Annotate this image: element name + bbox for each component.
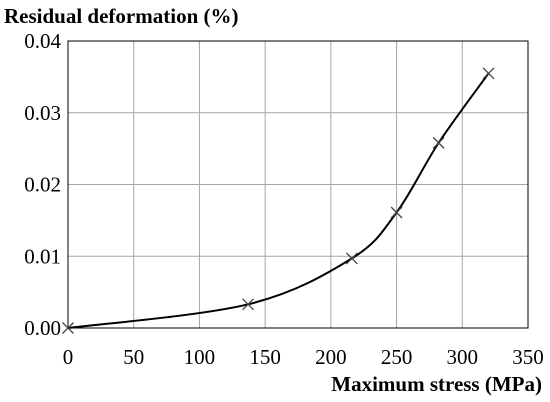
- x-tick-label: 300: [447, 345, 479, 369]
- y-tick-label: 0.03: [24, 101, 61, 125]
- series-markers: [62, 67, 495, 334]
- y-tick-label: 0.00: [24, 316, 61, 340]
- x-tick-label: 250: [381, 345, 413, 369]
- data-point-marker: [482, 67, 495, 80]
- data-point-marker: [345, 252, 358, 265]
- y-axis-title: Residual deformation (%): [4, 4, 239, 28]
- data-point-marker: [390, 206, 403, 219]
- x-tick-label: 50: [123, 345, 144, 369]
- plot-area-frame: [67, 40, 529, 329]
- series-line: [67, 72, 490, 329]
- data-point-marker: [242, 298, 255, 311]
- y-tick-label: 0.04: [24, 29, 61, 53]
- x-tick-label: 150: [249, 345, 281, 369]
- y-tick-label: 0.02: [24, 173, 61, 197]
- y-tick-label: 0.01: [24, 244, 61, 268]
- data-point-marker: [62, 322, 74, 334]
- x-tick-label: 200: [315, 345, 347, 369]
- x-tick-labels: 0 50 100 150 200 250 300 350: [63, 345, 544, 369]
- y-tick-labels: 0.00 0.01 0.02 0.03 0.04: [24, 29, 61, 340]
- x-axis-title: Maximum stress (MPa): [331, 372, 542, 396]
- x-tick-label: 0: [63, 345, 74, 369]
- x-tick-label: 350: [512, 345, 544, 369]
- data-point-marker: [432, 136, 445, 149]
- x-tick-label: 100: [184, 345, 216, 369]
- grid: [67, 40, 529, 329]
